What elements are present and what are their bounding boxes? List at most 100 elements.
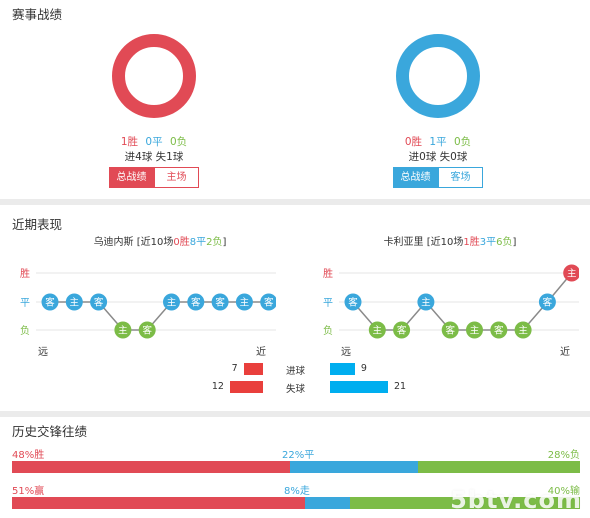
home-form-point: 主 xyxy=(235,293,253,311)
home-tabs: 总战绩 主场 xyxy=(109,167,199,188)
home-form-suffix: ] xyxy=(222,237,227,248)
history-row2-win-label: 51%赢 xyxy=(12,486,45,497)
home-goals-against-value: 12 xyxy=(211,381,224,392)
home-form-marker xyxy=(211,293,229,311)
away-form-marker xyxy=(538,293,556,311)
home-tab-all[interactable]: 总战绩 xyxy=(109,167,154,188)
home-form-marker xyxy=(138,321,156,339)
record-title: 赛事战绩 xyxy=(12,7,63,22)
away-form-marker xyxy=(417,293,435,311)
away-form-venue-label: 主 xyxy=(421,297,431,309)
home-tab-side[interactable]: 主场 xyxy=(154,167,199,188)
away-goals-for-value: 9 xyxy=(360,363,367,374)
home-form-venue-label: 客 xyxy=(264,297,274,309)
home-goals-for-bar xyxy=(243,363,263,375)
away-form-point: 主 xyxy=(563,264,579,282)
home-form-marker xyxy=(235,293,253,311)
home-draws: 0平 xyxy=(145,136,163,148)
home-form-point: 主 xyxy=(65,293,83,311)
away-form-marker xyxy=(466,321,483,339)
history-title: 历史交锋往绩 xyxy=(12,424,88,439)
home-losses: 0负 xyxy=(169,136,188,148)
history-row2-bar xyxy=(12,497,580,509)
home-form-title: 乌迪内斯 [近10场0胜8平2负] xyxy=(40,233,280,248)
away-goals-against-value: 21 xyxy=(394,381,407,392)
away-form-prefix: [近10场 xyxy=(426,237,464,248)
away-form-chart: 客主 客主客主客主客主 xyxy=(339,264,579,339)
watermark-logo: 5btv.com xyxy=(450,486,582,514)
home-form-marker xyxy=(41,293,59,311)
away-form-marker xyxy=(563,264,579,282)
away-form-marker xyxy=(344,293,362,311)
away-form-title: 卡利亚里 [近10场1胜3平6负] xyxy=(330,233,570,248)
away-form-losses: 6负 xyxy=(496,237,513,248)
record-section: 赛事战绩 1胜 0平 0负 进4球 失1球 总战绩 主场 0胜 1平 0负 进0… xyxy=(0,0,590,199)
away-tab-all[interactable]: 总战绩 xyxy=(393,167,438,188)
home-form-venue-label: 客 xyxy=(191,297,201,309)
away-form-point: 客 xyxy=(441,321,459,339)
goals-for-label: 进球 xyxy=(286,366,306,377)
away-tab-side[interactable]: 客场 xyxy=(438,167,483,188)
home-form-wins: 0胜 xyxy=(173,237,190,248)
home-form-line xyxy=(50,301,269,331)
away-form-marker xyxy=(441,321,459,339)
home-form-venue-label: 主 xyxy=(118,325,128,337)
away-form-marker xyxy=(393,321,411,339)
goals-against-label: 失球 xyxy=(286,384,306,395)
away-form-point: 主 xyxy=(514,321,532,339)
away-ylabel-loss: 负 xyxy=(323,326,333,337)
home-donut-ring xyxy=(112,34,196,118)
home-form-point: 主 xyxy=(114,321,132,339)
home-form-point: 客 xyxy=(41,293,59,311)
away-losses: 0负 xyxy=(453,136,472,148)
away-goals-against-bar xyxy=(330,381,388,393)
home-goals-against-bar xyxy=(229,381,263,393)
home-form-marker xyxy=(163,293,180,311)
history-row2-draw-segment xyxy=(304,497,351,509)
home-form-marker xyxy=(65,293,83,311)
away-form-suffix: ] xyxy=(512,237,517,248)
home-ylabel-draw: 平 xyxy=(20,298,30,309)
home-form-marker xyxy=(187,293,205,311)
home-goals-for-value: 7 xyxy=(231,363,238,374)
home-form-point: 客 xyxy=(211,293,229,311)
away-form-draws: 3平 xyxy=(479,237,497,248)
history-row2-loss-label: 40%输 xyxy=(547,486,580,497)
home-form-venue-label: 客 xyxy=(215,297,225,309)
home-form-venue-label: 客 xyxy=(94,297,104,309)
away-form-venue-label: 客 xyxy=(348,297,358,309)
home-ylabel-win: 胜 xyxy=(20,269,30,280)
away-form-point: 客 xyxy=(393,321,411,339)
history-row1-loss-segment xyxy=(417,461,580,473)
home-ylabel-loss: 负 xyxy=(20,326,30,337)
recent-section: 近期表现 乌迪内斯 [近10场0胜8平2负] 卡利亚里 [近10场1胜3平6负]… xyxy=(0,205,590,411)
away-form-wins: 1胜 xyxy=(463,237,480,248)
history-row2-loss-segment xyxy=(350,497,580,509)
away-form-point: 客 xyxy=(344,293,362,311)
away-form-marker xyxy=(514,321,532,339)
home-form-chart: 客主客主 客主客客主客 xyxy=(36,272,276,339)
home-form-venue-label: 客 xyxy=(142,325,152,337)
home-form-point: 客 xyxy=(260,293,276,311)
home-form-venue-label: 主 xyxy=(240,297,250,309)
home-xlabel-near: 近 xyxy=(256,347,266,358)
home-record-line: 1胜 0平 0负 xyxy=(54,134,254,149)
home-form-venue-label: 客 xyxy=(45,297,55,309)
home-form-venue-label: 主 xyxy=(167,297,177,309)
away-goals-for-bar xyxy=(330,363,355,375)
away-ylabel-draw: 平 xyxy=(323,298,333,309)
away-form-marker xyxy=(490,321,508,339)
away-xlabel-far: 远 xyxy=(341,347,351,358)
recent-title: 近期表现 xyxy=(12,217,63,232)
away-form-point: 客 xyxy=(538,293,556,311)
home-record-donut xyxy=(112,34,196,118)
home-form-marker xyxy=(90,293,108,311)
away-form-marker xyxy=(368,321,386,339)
away-form-venue-label: 主 xyxy=(567,268,577,280)
history-row1-win-label: 48%胜 xyxy=(12,450,45,461)
home-goals-line: 进4球 失1球 xyxy=(124,151,184,163)
history-row1-draw-segment xyxy=(290,461,418,473)
home-xlabel-far: 远 xyxy=(38,347,48,358)
away-form-venue-label: 主 xyxy=(518,325,528,337)
away-form-line xyxy=(352,272,573,331)
